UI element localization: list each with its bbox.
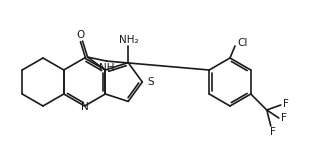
Text: NH₂: NH₂ [119, 35, 139, 45]
Text: N: N [81, 102, 88, 112]
Text: F: F [270, 127, 276, 137]
Text: O: O [77, 30, 85, 40]
Text: NH: NH [99, 63, 114, 73]
Text: F: F [283, 99, 289, 109]
Text: F: F [281, 113, 287, 123]
Text: Cl: Cl [238, 38, 248, 48]
Text: S: S [147, 77, 154, 87]
